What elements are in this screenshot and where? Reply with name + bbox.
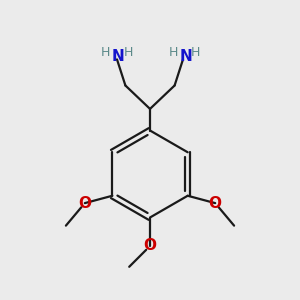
Text: H: H (169, 46, 178, 59)
Text: N: N (180, 49, 192, 64)
Text: O: O (209, 196, 222, 211)
Text: H: H (124, 46, 133, 59)
Text: H: H (101, 46, 110, 59)
Text: N: N (112, 49, 125, 64)
Text: H: H (191, 46, 200, 59)
Text: O: O (143, 238, 157, 253)
Text: O: O (78, 196, 91, 211)
